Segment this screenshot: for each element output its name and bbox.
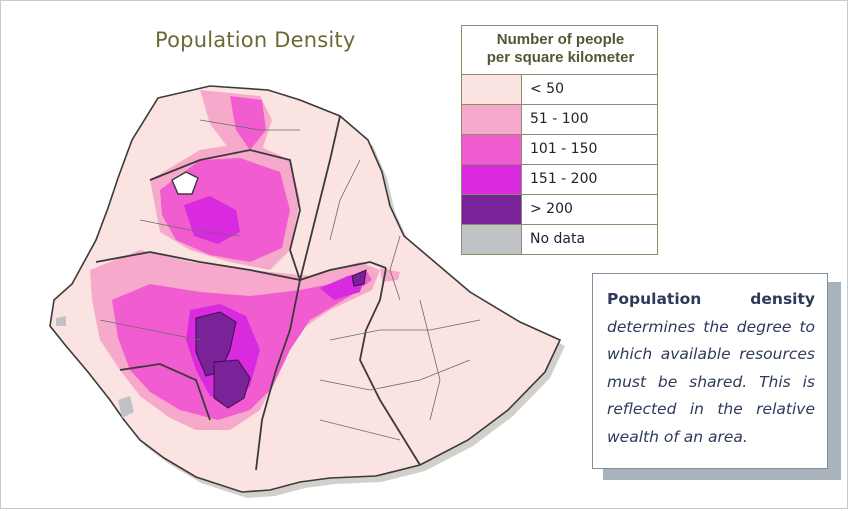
legend-item: > 200 bbox=[462, 194, 658, 224]
legend-item: 101 - 150 bbox=[462, 134, 658, 164]
legend-label: 51 - 100 bbox=[530, 111, 589, 127]
legend-swatch bbox=[462, 165, 522, 194]
lake-tana bbox=[171, 171, 199, 195]
legend: Number of people per square kilometer < … bbox=[461, 25, 658, 255]
legend-swatch bbox=[462, 195, 522, 224]
legend-label: > 200 bbox=[530, 201, 573, 217]
region-boundaries bbox=[95, 115, 421, 471]
density-over-200 bbox=[195, 269, 367, 409]
note-heading: Population density bbox=[607, 286, 815, 314]
legend-label: < 50 bbox=[530, 81, 564, 97]
note-box: Population density determines the degree… bbox=[592, 273, 828, 469]
legend-swatch bbox=[462, 105, 522, 134]
zone-boundaries bbox=[99, 119, 481, 441]
note-body: determines the degree to which available… bbox=[607, 317, 815, 446]
legend-label: No data bbox=[530, 231, 586, 247]
legend-swatch bbox=[462, 135, 522, 164]
note-heading-word2: density bbox=[750, 290, 815, 308]
legend-swatch bbox=[462, 75, 522, 104]
legend-item: 51 - 100 bbox=[462, 104, 658, 134]
legend-title-line1: Number of people bbox=[496, 31, 625, 48]
legend-label: 101 - 150 bbox=[530, 141, 598, 157]
legend-item: No data bbox=[462, 224, 658, 254]
legend-item: < 50 bbox=[462, 74, 658, 104]
legend-label: 151 - 200 bbox=[530, 171, 598, 187]
legend-swatch bbox=[462, 225, 522, 254]
legend-title-line2: per square kilometer bbox=[486, 49, 635, 66]
legend-title: Number of people per square kilometer bbox=[462, 31, 659, 67]
note-heading-word1: Population bbox=[607, 290, 702, 308]
density-no-data bbox=[56, 316, 134, 418]
legend-item: 151 - 200 bbox=[462, 164, 658, 194]
map-title: Population Density bbox=[155, 28, 356, 52]
